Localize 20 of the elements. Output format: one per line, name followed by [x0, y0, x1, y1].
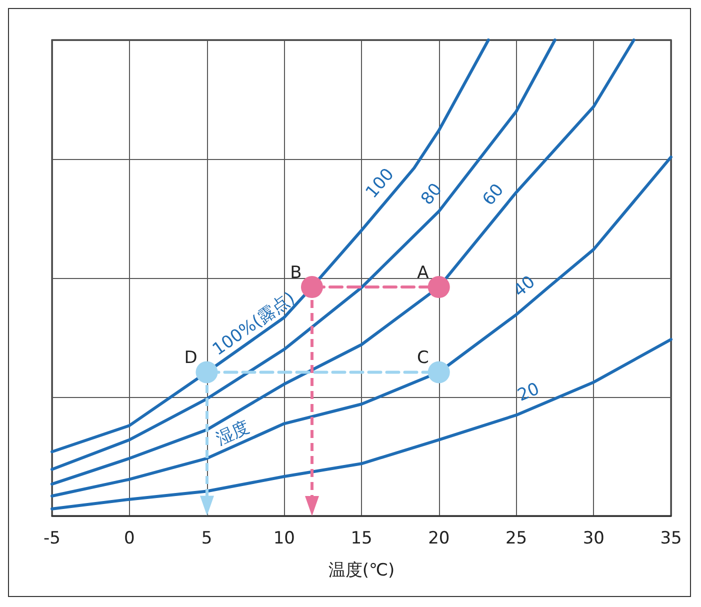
text: 80 [417, 180, 446, 210]
annotation: D [184, 348, 198, 368]
x-tick-label: 30 [582, 528, 604, 548]
x-tick-label: 5 [201, 528, 212, 548]
x-tick-label: -5 [44, 528, 60, 548]
text: 60 [478, 180, 508, 210]
annotation: B [290, 263, 302, 284]
text: 40 [510, 272, 540, 302]
x-tick-label: 20 [428, 528, 450, 548]
annotation: C [416, 348, 429, 368]
annotation: 湿度 [213, 417, 252, 450]
text: 20 [514, 379, 542, 406]
x-tick-label: 10 [273, 528, 295, 548]
x-tick-label: 15 [350, 528, 372, 548]
text: 100 [362, 164, 398, 202]
x-tick-label: 0 [124, 528, 135, 548]
annotation: A [417, 263, 430, 284]
x-axis-title: 温度(℃) [328, 560, 395, 580]
x-tick-label: 35 [660, 528, 682, 548]
x-tick-label: 25 [505, 528, 528, 548]
